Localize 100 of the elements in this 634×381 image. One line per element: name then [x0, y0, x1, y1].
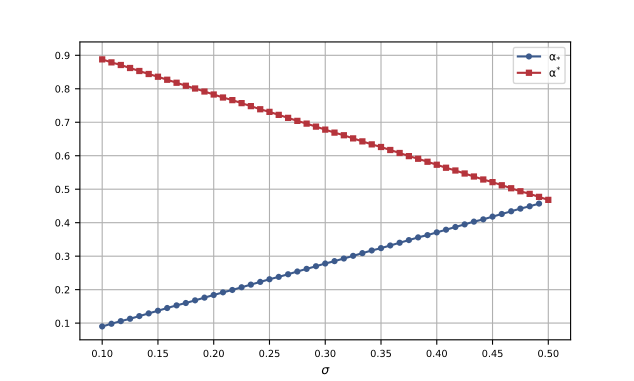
- point: [210, 292, 217, 298]
- point: [452, 167, 459, 174]
- point: [173, 80, 180, 86]
- y-tick-label: 0.3: [55, 252, 70, 260]
- point: [257, 278, 264, 286]
- point: [434, 229, 440, 236]
- y-tick-label: 0.1: [55, 320, 70, 327]
- x-tick-label: 0.25: [259, 350, 280, 358]
- x-tick-label: 0.20: [204, 350, 224, 358]
- y-tick-label: 0.6: [55, 152, 70, 160]
- point: [378, 245, 384, 252]
- point: [154, 74, 162, 80]
- point: [462, 170, 468, 177]
- point: [387, 146, 394, 154]
- point: [136, 68, 142, 74]
- point: [182, 300, 189, 306]
- y-tick-label: 0.7: [55, 118, 70, 126]
- point: [517, 206, 524, 212]
- point: [322, 260, 328, 267]
- point: [257, 106, 264, 112]
- point: [498, 182, 505, 188]
- point: [126, 64, 134, 72]
- point: [396, 150, 403, 156]
- point: [452, 224, 459, 230]
- point: [164, 76, 170, 83]
- point: [136, 312, 142, 320]
- point: [276, 112, 282, 118]
- point: [303, 120, 310, 127]
- point: [266, 276, 273, 282]
- point: [434, 162, 440, 168]
- point: [108, 320, 115, 327]
- point: [248, 103, 254, 110]
- point: [303, 266, 310, 272]
- point: [126, 316, 134, 322]
- y-tick-label: 0.4: [55, 219, 70, 227]
- point: [359, 250, 366, 256]
- point: [406, 152, 412, 160]
- y-tick-label: 0.8: [55, 85, 70, 93]
- point: [118, 318, 124, 324]
- y-tick-label: 0.5: [55, 186, 70, 194]
- legend-label: α$^{*}$: [550, 66, 560, 77]
- y-tick-label: 0.2: [55, 286, 70, 294]
- point: [108, 59, 115, 66]
- point: [229, 97, 236, 104]
- point: [201, 294, 208, 301]
- point: [294, 268, 300, 275]
- point: [276, 274, 282, 280]
- point: [378, 144, 384, 150]
- point: [182, 82, 189, 89]
- x-tick-label: 0.15: [148, 350, 168, 358]
- point: [192, 85, 198, 92]
- x-tick-label: 0.35: [370, 350, 391, 358]
- point: [406, 236, 412, 244]
- point: [350, 135, 356, 142]
- point: [146, 310, 152, 317]
- point: [415, 156, 422, 162]
- point: [470, 173, 478, 180]
- point: [238, 100, 245, 106]
- point: [331, 130, 338, 136]
- point: [489, 179, 496, 186]
- point: [340, 255, 347, 262]
- point: [489, 214, 496, 220]
- point: [331, 258, 338, 264]
- point: [442, 226, 450, 233]
- point: [192, 297, 198, 304]
- point: [368, 141, 375, 148]
- legend-label: α$_{*}$: [550, 54, 560, 60]
- point: [322, 126, 328, 133]
- point: [284, 114, 292, 122]
- point: [340, 132, 347, 138]
- point: [118, 62, 124, 68]
- point: [359, 138, 366, 144]
- point: [238, 284, 245, 290]
- point: [294, 118, 300, 124]
- point: [220, 289, 226, 296]
- point: [229, 286, 236, 294]
- point: [220, 94, 226, 101]
- point: [146, 70, 152, 78]
- point: [173, 302, 180, 308]
- point: [415, 234, 422, 241]
- point: [248, 281, 254, 288]
- point: [508, 208, 514, 214]
- y-tick-label: 0.9: [55, 52, 70, 60]
- point: [545, 196, 552, 204]
- point: [99, 56, 106, 62]
- x-tick-label: 0.45: [482, 350, 503, 358]
- x-tick-label: 0.40: [426, 350, 447, 358]
- point: [154, 308, 162, 314]
- point: [526, 203, 533, 210]
- point: [526, 190, 533, 198]
- x-axis-title: σ: [322, 367, 330, 374]
- x-tick-label: 0.30: [315, 350, 336, 358]
- point: [396, 240, 403, 246]
- point: [424, 232, 431, 238]
- point: [210, 91, 217, 98]
- point: [312, 123, 320, 130]
- point: [470, 218, 478, 225]
- point: [480, 176, 486, 183]
- point: [387, 242, 394, 249]
- point: [442, 164, 450, 171]
